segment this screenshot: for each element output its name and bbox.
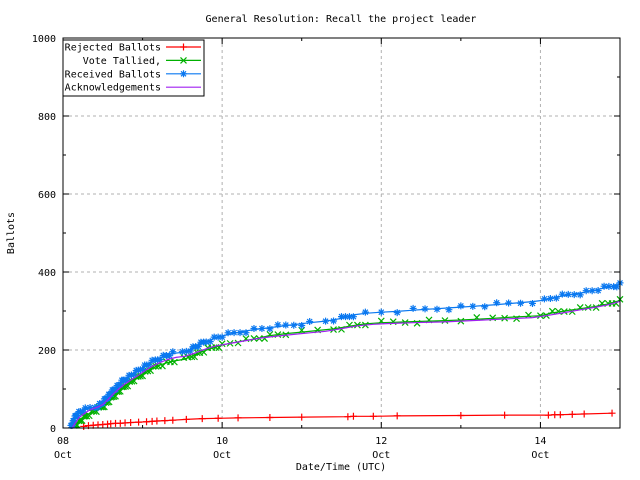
x-tick-label-day: 10 bbox=[216, 436, 228, 447]
gridlines bbox=[63, 38, 620, 428]
x-tick-labels: 08 Oct 10 Oct 12 Oct 14 Oct bbox=[54, 436, 549, 461]
y-tick-labels: 0 200 400 600 800 1000 bbox=[32, 34, 56, 435]
series-rejected-ballots-markers bbox=[80, 409, 616, 430]
legend-sample bbox=[166, 43, 201, 51]
x-tick-label-month: Oct bbox=[372, 450, 390, 461]
legend: Rejected Ballots Vote Tallied, Received Ba… bbox=[62, 39, 205, 97]
series-acknowledgements bbox=[72, 300, 621, 428]
x-tick-label-month: Oct bbox=[213, 450, 231, 461]
legend-sample bbox=[166, 56, 201, 64]
x-tick-label-day: 08 bbox=[57, 436, 69, 447]
y-axis-label: Ballots bbox=[6, 212, 17, 254]
y-tick-label: 1000 bbox=[32, 34, 56, 45]
series-rejected-ballots bbox=[80, 409, 616, 430]
y-tick-label: 0 bbox=[50, 424, 56, 435]
series-received-ballots-markers bbox=[67, 279, 624, 429]
axes bbox=[62, 37, 621, 429]
x-tick-label-day: 14 bbox=[534, 436, 546, 447]
x-tick-label-day: 12 bbox=[375, 436, 387, 447]
legend-row-vote-tallied: Vote Tallied, bbox=[83, 56, 201, 67]
series-received-ballots bbox=[67, 279, 624, 429]
legend-label: Vote Tallied, bbox=[83, 56, 161, 67]
legend-row-received-ballots: Received Ballots bbox=[65, 69, 201, 80]
y-tick-label: 400 bbox=[38, 268, 56, 279]
legend-row-rejected-ballots: Rejected Ballots bbox=[65, 43, 201, 54]
chart-title: General Resolution: Recall the project l… bbox=[206, 14, 477, 25]
y-tick-label: 200 bbox=[38, 346, 56, 357]
y-tick-label: 600 bbox=[38, 190, 56, 201]
x-tick-label-month: Oct bbox=[531, 450, 549, 461]
plot-area: 0 200 400 600 800 1000 08 Oct 10 Oct 12 Oct 14 Oct Rej… bbox=[32, 34, 624, 461]
legend-sample bbox=[166, 70, 201, 78]
x-tick-label-month: Oct bbox=[54, 450, 72, 461]
legend-label: Received Ballots bbox=[65, 69, 161, 80]
x-axis-label: Date/Time (UTC) bbox=[296, 462, 386, 473]
legend-row-acknowledgements: Acknowledgements bbox=[65, 83, 201, 94]
legend-label: Acknowledgements bbox=[65, 83, 161, 94]
legend-label: Rejected Ballots bbox=[65, 43, 161, 54]
y-tick-label: 800 bbox=[38, 112, 56, 123]
